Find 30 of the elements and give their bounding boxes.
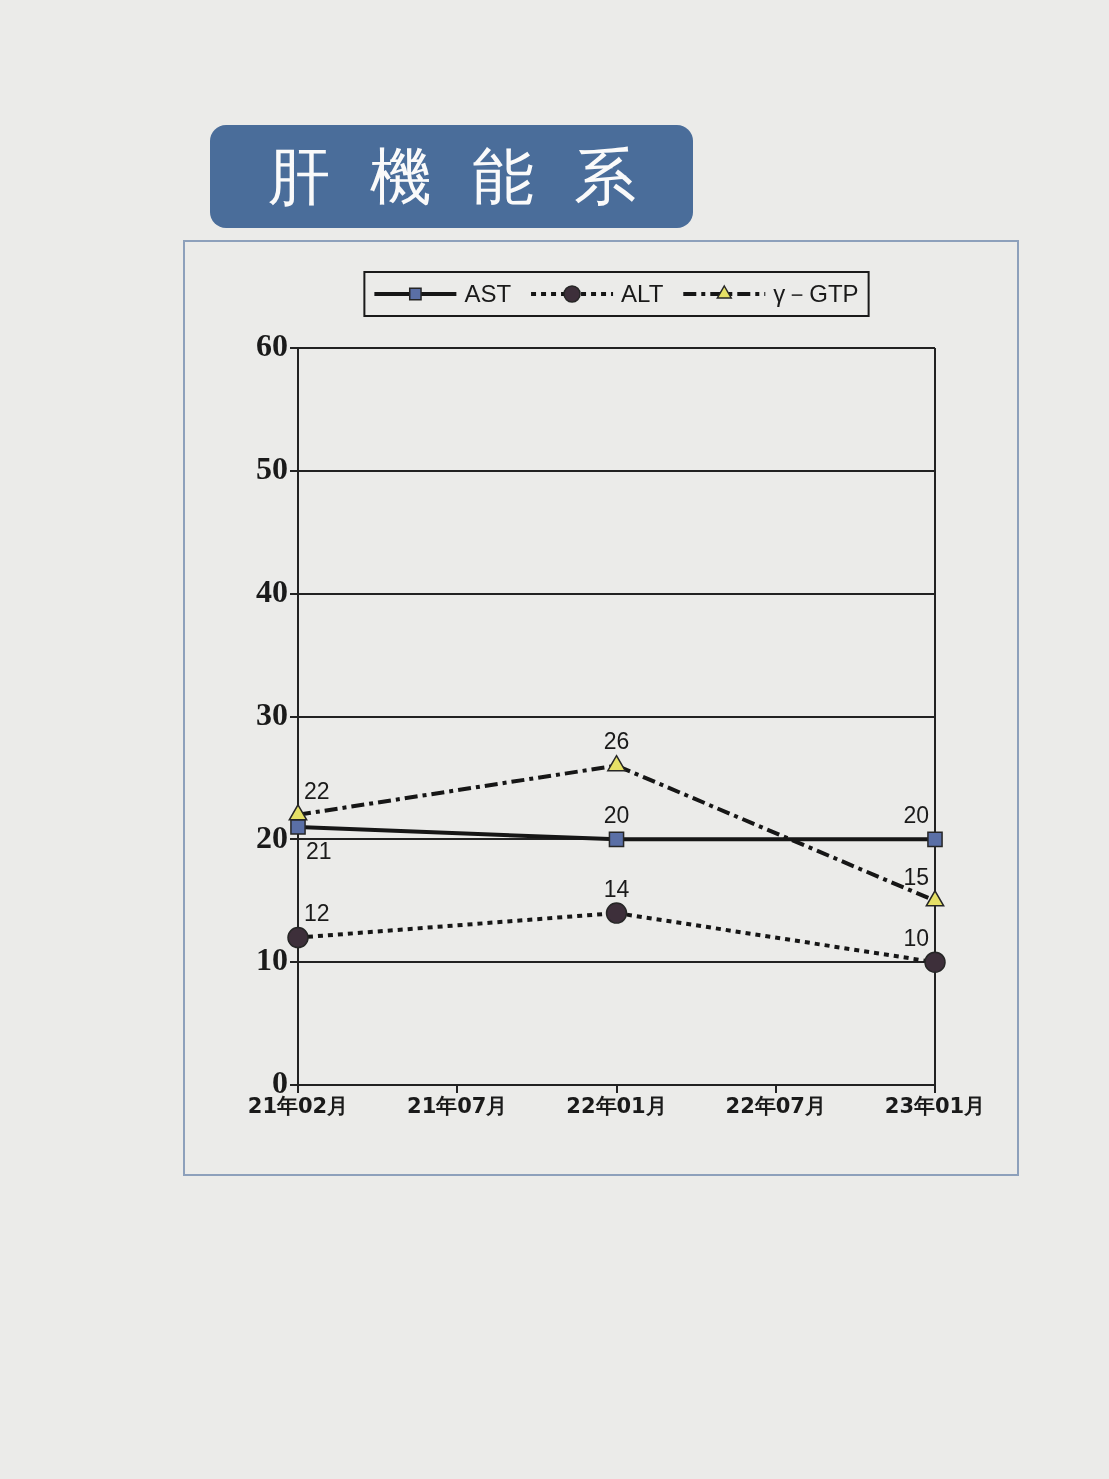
chart-title: 肝機能系 bbox=[210, 125, 693, 228]
legend-label: ALT bbox=[621, 279, 664, 307]
y-tick-label: 60 bbox=[256, 327, 288, 364]
x-tick-label: 22年01月 bbox=[566, 1094, 667, 1119]
data-label: 20 bbox=[903, 802, 930, 829]
point bbox=[607, 754, 626, 772]
data-label: 22 bbox=[304, 777, 330, 804]
data-label: 26 bbox=[603, 728, 630, 755]
point bbox=[605, 902, 628, 924]
data-label: 20 bbox=[603, 802, 630, 829]
x-tick-label: 21年07月 bbox=[407, 1094, 508, 1119]
y-tick-label: 40 bbox=[256, 572, 288, 609]
legend-label: AST bbox=[464, 279, 512, 307]
legend-label: γ－GTP bbox=[773, 279, 859, 307]
x-tick-label: 23年01月 bbox=[884, 1094, 986, 1119]
y-tick-label: 10 bbox=[256, 941, 288, 978]
data-label: 14 bbox=[603, 875, 630, 902]
point bbox=[287, 926, 309, 949]
y-tick-label: 30 bbox=[256, 695, 288, 732]
data-label: 12 bbox=[304, 900, 330, 927]
x-tick-label: 22年07月 bbox=[725, 1094, 826, 1119]
data-label: 10 bbox=[903, 925, 930, 952]
point bbox=[927, 831, 943, 848]
point bbox=[608, 831, 625, 848]
y-tick-label: 20 bbox=[256, 818, 288, 855]
data-label: 21 bbox=[306, 837, 332, 864]
point bbox=[290, 819, 306, 835]
y-tick-label: 50 bbox=[256, 450, 288, 487]
data-label: 15 bbox=[903, 863, 930, 890]
point bbox=[924, 951, 946, 973]
